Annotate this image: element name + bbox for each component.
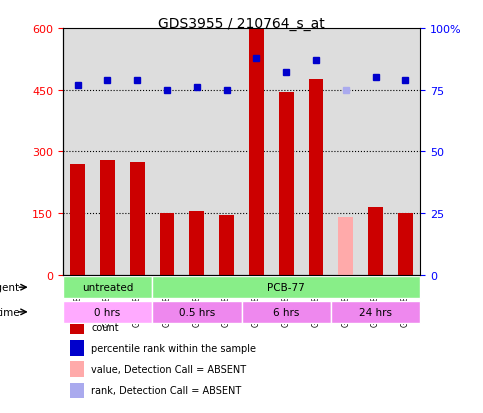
- Text: GSM158379: GSM158379: [252, 280, 261, 326]
- Text: GSM158378: GSM158378: [222, 280, 231, 326]
- Text: value, Detection Call = ABSENT: value, Detection Call = ABSENT: [91, 364, 246, 374]
- FancyBboxPatch shape: [63, 301, 152, 323]
- Bar: [338, 218, 353, 275]
- Text: PCB-77: PCB-77: [267, 282, 305, 292]
- Text: GSM158381: GSM158381: [312, 280, 320, 326]
- Bar: [249, 29, 264, 275]
- Text: 24 hrs: 24 hrs: [359, 307, 392, 317]
- Bar: [368, 207, 383, 275]
- Bar: [219, 216, 234, 275]
- Bar: [70, 319, 84, 335]
- Bar: [70, 164, 85, 275]
- Text: GSM158376: GSM158376: [163, 280, 171, 326]
- FancyBboxPatch shape: [331, 301, 420, 323]
- FancyBboxPatch shape: [152, 276, 420, 299]
- Text: 6 hrs: 6 hrs: [273, 307, 299, 317]
- Text: GDS3955 / 210764_s_at: GDS3955 / 210764_s_at: [158, 17, 325, 31]
- Text: agent: agent: [0, 282, 20, 292]
- Bar: [70, 383, 84, 398]
- Bar: [130, 162, 145, 275]
- Text: count: count: [91, 322, 119, 332]
- Text: GSM158383: GSM158383: [371, 280, 380, 326]
- Text: GSM158375: GSM158375: [133, 280, 142, 326]
- Text: GSM158374: GSM158374: [103, 280, 112, 326]
- Text: GSM158384: GSM158384: [401, 280, 410, 326]
- Text: 0 hrs: 0 hrs: [94, 307, 121, 317]
- Text: GSM158377: GSM158377: [192, 280, 201, 326]
- FancyBboxPatch shape: [152, 301, 242, 323]
- Text: GSM158382: GSM158382: [341, 280, 350, 326]
- Text: untreated: untreated: [82, 282, 133, 292]
- Bar: [309, 80, 324, 275]
- Bar: [279, 93, 294, 275]
- Text: percentile rank within the sample: percentile rank within the sample: [91, 343, 256, 353]
- Text: GSM158373: GSM158373: [73, 280, 82, 326]
- Bar: [100, 160, 115, 275]
- Text: rank, Detection Call = ABSENT: rank, Detection Call = ABSENT: [91, 385, 242, 395]
- Text: GSM158380: GSM158380: [282, 280, 291, 326]
- Text: 0.5 hrs: 0.5 hrs: [179, 307, 215, 317]
- Text: time: time: [0, 307, 20, 317]
- FancyBboxPatch shape: [242, 301, 331, 323]
- Bar: [398, 214, 413, 275]
- Bar: [159, 214, 174, 275]
- Bar: [70, 362, 84, 377]
- Bar: [189, 211, 204, 275]
- FancyBboxPatch shape: [63, 276, 152, 299]
- Bar: [70, 340, 84, 356]
